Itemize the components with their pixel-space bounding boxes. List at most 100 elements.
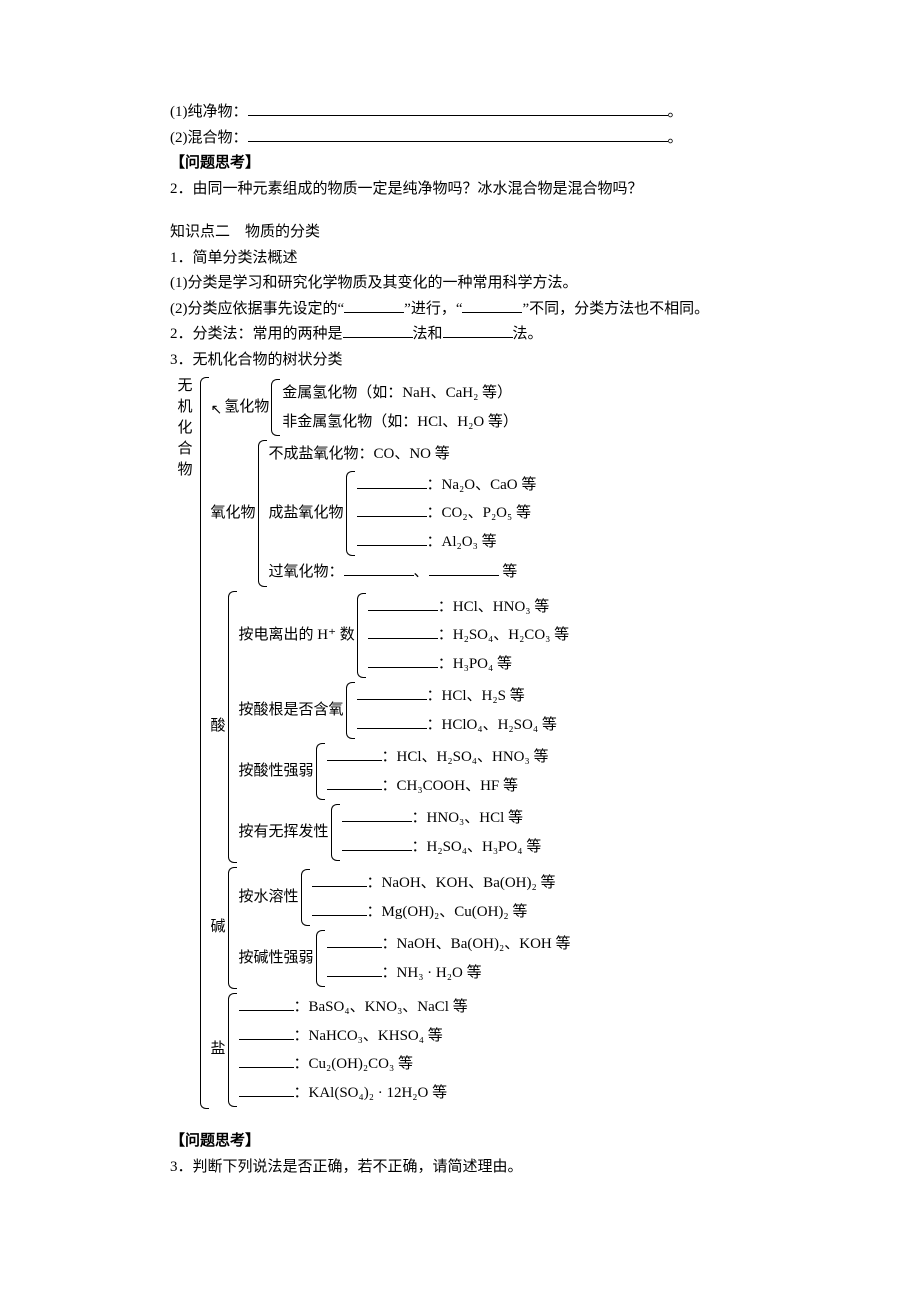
- kp2-s2a: 2．分类法：常用的两种是: [170, 326, 343, 342]
- mixture-line: (2)混合物：。: [170, 126, 750, 152]
- acid-h-a: ：HCl、HNO₃ 等: [368, 593, 569, 622]
- acid-str-b-tail: ：CH₃COOH、HF 等: [382, 778, 519, 794]
- hydride-node: ↖氢化物 金属氢化物（如：NaH、CaH₂ 等） 非金属氢化物（如：HCl、H₂…: [211, 379, 571, 436]
- acid-label: 酸: [211, 591, 228, 864]
- cursor-icon: ↖: [211, 398, 223, 422]
- kp2-s2c: 法。: [513, 326, 543, 342]
- oxide-salt-a: ：Na₂O、CaO 等: [357, 471, 537, 500]
- peroxide-b: 、: [414, 564, 429, 580]
- acid-h-a-tail: ：HCl、HNO₃ 等: [438, 599, 549, 615]
- kp2-s1-2c: ”不同，分类方法也不相同。: [522, 301, 709, 317]
- blank-strong-acid: [327, 745, 382, 761]
- acid-vol-b-tail: ：H₂SO₄、H₃PO₄ 等: [412, 839, 542, 855]
- base-by-strength: 按碱性强弱 ：NaOH、Ba(OH)₂、KOH 等 ：NH₃ · H₂O 等: [239, 930, 571, 987]
- classification-tree: 无机化合物 ↖氢化物 金属氢化物（如：NaH、CaH₂ 等） 非金属氢化物（如：…: [170, 377, 750, 1109]
- acid-vol-b: ：H₂SO₄、H₃PO₄ 等: [342, 833, 542, 862]
- blank-acid-salt: [239, 1024, 294, 1040]
- blank-insoluble: [312, 900, 367, 916]
- base-sol-b: ：Mg(OH)₂、Cu(OH)₂ 等: [312, 898, 556, 927]
- salt-c: ：Cu₂(OH)₂CO₃ 等: [239, 1050, 468, 1079]
- acid-node: 酸 按电离出的 H⁺ 数 ：HCl、HNO₃ 等 ：H₂SO₄、H₂CO₃ 等 …: [211, 591, 571, 864]
- oxide-salt-b: ：CO₂、P₂O₅ 等: [357, 499, 537, 528]
- acid-h-c: ：H₃PO₄ 等: [368, 650, 569, 679]
- oxide-peroxide: 过氧化物： 、 等: [269, 558, 537, 587]
- acid-by-o: 按酸根是否含氧 ：HCl、H₂S 等 ：HClO₄、H₂SO₄ 等: [239, 682, 570, 739]
- salt-node: 盐 ：BaSO₄、KNO₃、NaCl 等 ：NaHCO₃、KHSO₄ 等 ：Cu…: [211, 993, 571, 1107]
- acid-o-b-tail: ：HClO₄、H₂SO₄ 等: [427, 717, 557, 733]
- salt-d-tail: ：KAl(SO₄)₂ · 12H₂O 等: [294, 1085, 448, 1101]
- think-label-2: 【问题思考】: [170, 1129, 750, 1155]
- salt-a: ：BaSO₄、KNO₃、NaCl 等: [239, 993, 468, 1022]
- acid-str-b: ：CH₃COOH、HF 等: [327, 772, 549, 801]
- blank-criteria-1: [344, 297, 404, 313]
- kp2-s1-1: (1)分类是学习和研究化学物质及其变化的一种常用科学方法。: [170, 271, 750, 297]
- kp2-s1-2b: ”进行，“: [404, 301, 462, 317]
- base-sol-a: ：NaOH、KOH、Ba(OH)₂ 等: [312, 869, 556, 898]
- acid-str-a: ：HCl、H₂SO₄、HNO₃ 等: [327, 743, 549, 772]
- kp2-s1-2: (2)分类应依据事先设定的“”进行，“”不同，分类方法也不相同。: [170, 297, 750, 323]
- blank-tri: [368, 652, 438, 668]
- oxide-salt-c: ：Al₂O₃ 等: [357, 528, 537, 557]
- blank-amphoteric-oxide: [357, 530, 427, 546]
- blank-nonvolatile: [342, 835, 412, 851]
- acid-str-a-tail: ：HCl、H₂SO₄、HNO₃ 等: [382, 749, 549, 765]
- salt-c-tail: ：Cu₂(OH)₂CO₃ 等: [294, 1056, 413, 1072]
- acid-by-vol-label: 按有无挥发性: [239, 804, 331, 861]
- hydride-metal: 金属氢化物（如：NaH、CaH₂ 等）: [282, 379, 518, 408]
- acid-h-c-tail: ：H₃PO₄ 等: [438, 656, 512, 672]
- blank-noO: [357, 684, 427, 700]
- oxide-node: 氧化物 不成盐氧化物：CO、NO 等 成盐氧化物 ：Na₂O、CaO 等 ：CO…: [211, 440, 571, 587]
- kp2-title: 知识点二 物质的分类: [170, 220, 750, 246]
- blank-weak-acid: [327, 774, 382, 790]
- root-label: 无机化合物: [170, 377, 200, 1109]
- acid-by-vol: 按有无挥发性 ：HNO₃、HCl 等 ：H₂SO₄、H₃PO₄ 等: [239, 804, 570, 861]
- acid-by-strength: 按酸性强弱 ：HCl、H₂SO₄、HNO₃ 等 ：CH₃COOH、HF 等: [239, 743, 570, 800]
- acid-h-b-tail: ：H₂SO₄、H₂CO₃ 等: [438, 627, 569, 643]
- acid-by-o-label: 按酸根是否含氧: [239, 682, 346, 739]
- oxide-nonsalt: 不成盐氧化物：CO、NO 等: [269, 440, 537, 469]
- question-2: 2．由同一种元素组成的物质一定是纯净物吗？冰水混合物是混合物吗？: [170, 177, 750, 203]
- pure-blank: [248, 100, 668, 116]
- hydride-label: 氢化物: [224, 395, 269, 421]
- blank-soluble: [312, 871, 367, 887]
- base-str-b: ：NH₃ · H₂O 等: [327, 959, 571, 988]
- kp2-s2: 2．分类法：常用的两种是 法和 法。: [170, 322, 750, 348]
- acid-o-b: ：HClO₄、H₂SO₄ 等: [357, 711, 557, 740]
- blank-basic-oxide: [357, 473, 427, 489]
- blank-peroxide-1: [344, 560, 414, 576]
- blank-di: [368, 623, 438, 639]
- blank-method-1: [343, 322, 413, 338]
- oxide-salt-node: 成盐氧化物 ：Na₂O、CaO 等 ：CO₂、P₂O₅ 等 ：Al₂O₃ 等: [269, 471, 537, 557]
- oxide-label: 氧化物: [211, 440, 258, 587]
- base-label: 碱: [211, 867, 228, 989]
- base-str-a: ：NaOH、Ba(OH)₂、KOH 等: [327, 930, 571, 959]
- hydride-nonmetal: 非金属氢化物（如：HCl、H₂O 等）: [282, 408, 518, 437]
- pure-substance-line: (1)纯净物：。: [170, 100, 750, 126]
- oxide-salt-a-tail: ：Na₂O、CaO 等: [427, 477, 537, 493]
- mix-suffix: 。: [668, 130, 683, 146]
- kp2-s2b: 法和: [413, 326, 443, 342]
- blank-normal-salt: [239, 995, 294, 1011]
- base-str-a-tail: ：NaOH、Ba(OH)₂、KOH 等: [382, 936, 571, 952]
- blank-basic-salt: [239, 1052, 294, 1068]
- acid-h-b: ：H₂SO₄、H₂CO₃ 等: [368, 621, 569, 650]
- mix-blank: [248, 126, 668, 142]
- blank-weak-base: [327, 961, 382, 977]
- blank-acidic-oxide: [357, 501, 427, 517]
- blank-volatile: [342, 806, 412, 822]
- kp2-s3: 3．无机化合物的树状分类: [170, 348, 750, 374]
- base-by-sol: 按水溶性 ：NaOH、KOH、Ba(OH)₂ 等 ：Mg(OH)₂、Cu(OH)…: [239, 869, 571, 926]
- think-label-1: 【问题思考】: [170, 151, 750, 177]
- acid-by-h-label: 按电离出的 H⁺ 数: [239, 593, 357, 679]
- kp2-s1-title: 1．简单分类法概述: [170, 246, 750, 272]
- blank-method-2: [443, 322, 513, 338]
- acid-by-h: 按电离出的 H⁺ 数 ：HCl、HNO₃ 等 ：H₂SO₄、H₂CO₃ 等 ：H…: [239, 593, 570, 679]
- blank-strong-base: [327, 932, 382, 948]
- peroxide-c: 等: [499, 564, 518, 580]
- salt-d: ：KAl(SO₄)₂ · 12H₂O 等: [239, 1079, 468, 1108]
- blank-complex-salt: [239, 1081, 294, 1097]
- peroxide-a: 过氧化物：: [269, 564, 344, 580]
- base-by-sol-label: 按水溶性: [239, 869, 301, 926]
- pure-prefix: (1)纯净物：: [170, 104, 248, 120]
- salt-b: ：NaHCO₃、KHSO₄ 等: [239, 1022, 468, 1051]
